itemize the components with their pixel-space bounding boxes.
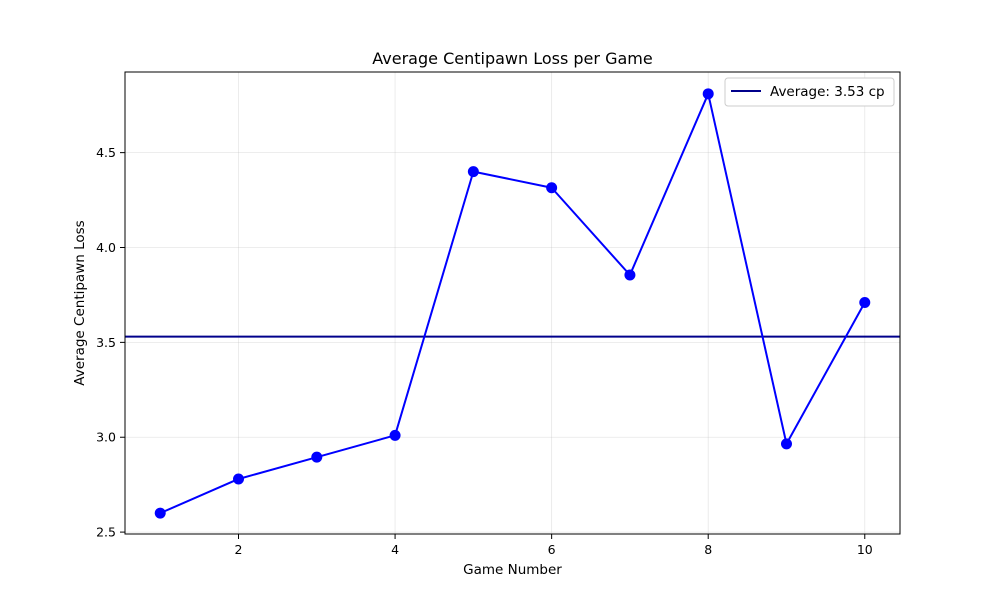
data-point-marker xyxy=(389,429,401,441)
x-tick-label: 6 xyxy=(548,542,556,557)
y-axis-label: Average Centipawn Loss xyxy=(72,220,88,385)
legend-box xyxy=(724,77,895,107)
data-point-marker xyxy=(467,166,479,178)
data-point-marker xyxy=(233,473,245,485)
series-layer xyxy=(154,88,871,519)
y-tick-label: 4.5 xyxy=(96,145,116,160)
x-tick-label: 4 xyxy=(391,542,399,557)
y-tick-label: 3.0 xyxy=(96,430,116,445)
data-point-marker xyxy=(154,507,166,519)
x-tick-label: 8 xyxy=(704,542,712,557)
x-axis-label: Game Number xyxy=(463,562,562,578)
y-tick-label: 3.5 xyxy=(96,335,116,350)
legend-label: Average: 3.53 cp xyxy=(770,84,885,100)
data-point-marker xyxy=(780,438,792,450)
chart-title: Average Centipawn Loss per Game xyxy=(372,49,652,68)
x-tick-label: 10 xyxy=(857,542,873,557)
data-point-marker xyxy=(546,182,558,194)
y-tick-label: 4.0 xyxy=(96,240,116,255)
x-axis-ticks: 2 4 6 8 10 xyxy=(235,534,873,557)
legend: Average: 3.53 cp xyxy=(724,77,895,107)
grid-lines xyxy=(125,72,900,534)
y-tick-label: 2.5 xyxy=(96,525,116,540)
data-point-marker xyxy=(702,88,714,100)
y-axis-ticks: 2.5 3.0 3.5 4.0 4.5 xyxy=(96,145,125,540)
data-point-marker xyxy=(624,269,636,281)
plot-area-frame xyxy=(124,71,901,535)
data-point-marker xyxy=(859,297,871,309)
series-line xyxy=(159,92,866,515)
data-point-marker xyxy=(311,451,323,463)
x-tick-label: 2 xyxy=(235,542,243,557)
